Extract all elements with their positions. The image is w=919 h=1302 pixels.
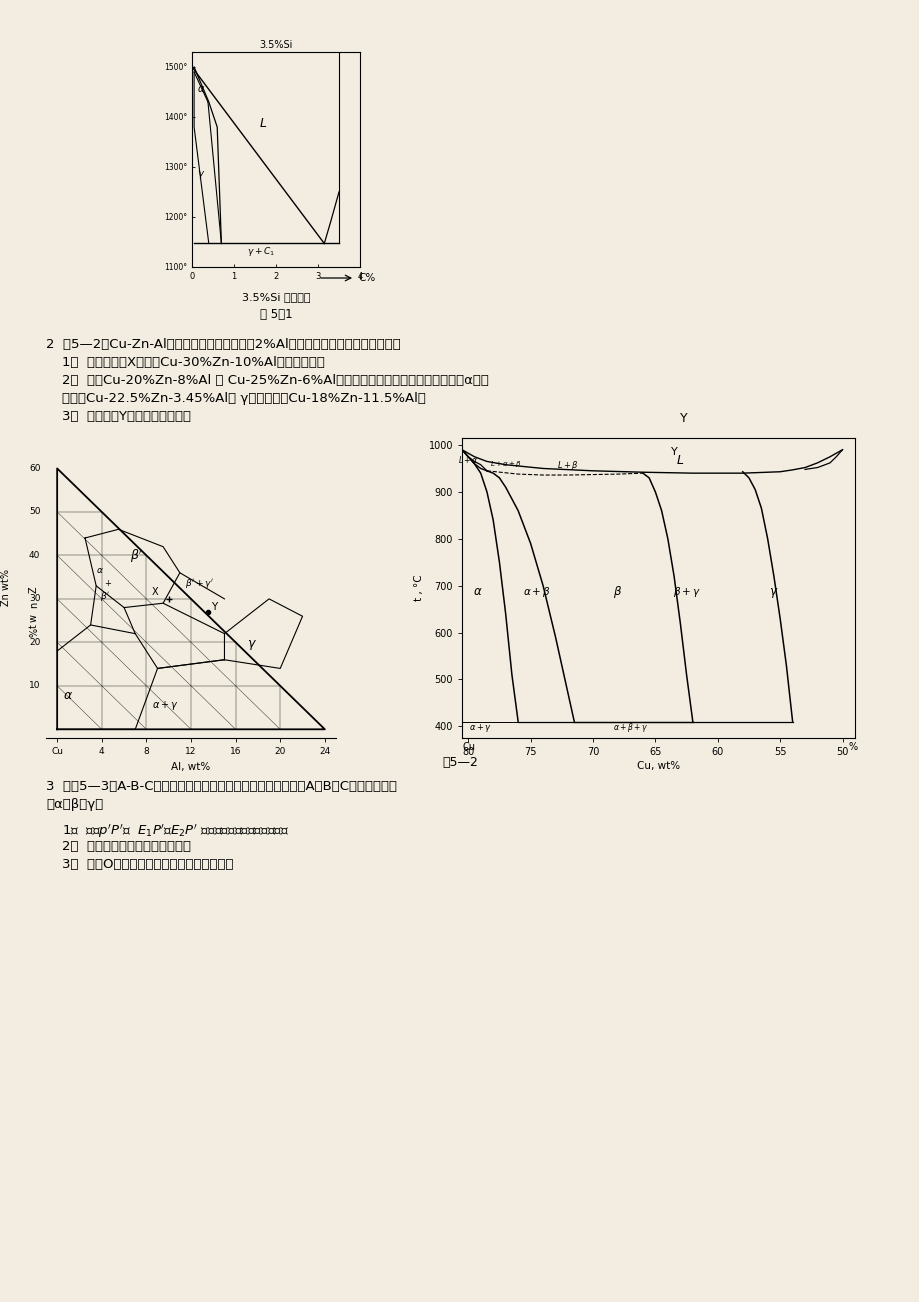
Text: 图5—2: 图5—2 bbox=[442, 756, 477, 769]
Text: 3.5%Si 垂直截面: 3.5%Si 垂直截面 bbox=[242, 292, 310, 302]
Text: $\gamma$: $\gamma$ bbox=[197, 169, 205, 181]
Text: 3  如图5—3是A-B-C三元系合金凝固时各相区，界面的投影图，A、B、C分别形成固溶: 3 如图5—3是A-B-C三元系合金凝固时各相区，界面的投影图，A、B、C分别形… bbox=[46, 780, 397, 793]
Text: 1）  写出$\it{p'P'}$，  $\it{E_1P'}$和$\it{E_2P'}$ 单变量线的三相平衡反应式。: 1） 写出$\it{p'P'}$， $\it{E_1P'}$和$\it{E_2P… bbox=[62, 822, 289, 840]
Text: Y: Y bbox=[670, 448, 676, 457]
Text: $L$: $L$ bbox=[259, 117, 267, 130]
Text: $\alpha$: $\alpha$ bbox=[96, 566, 104, 574]
Text: Cu: Cu bbox=[462, 742, 475, 753]
Text: C%: C% bbox=[357, 273, 375, 283]
Text: $\alpha$: $\alpha$ bbox=[62, 689, 73, 702]
Text: $\alpha+\beta$: $\alpha+\beta$ bbox=[522, 585, 550, 599]
Text: 3）  说明O合金凝固平衡凝固所发生的相变。: 3） 说明O合金凝固平衡凝固所发生的相变。 bbox=[62, 858, 233, 871]
Text: t: t bbox=[29, 624, 39, 628]
Y-axis label: Zn wt%: Zn wt% bbox=[1, 569, 11, 607]
X-axis label: Cu, wt%: Cu, wt% bbox=[636, 762, 679, 771]
Text: n: n bbox=[29, 602, 39, 608]
Text: $L+\alpha$: $L+\alpha$ bbox=[458, 454, 478, 465]
Text: $\alpha+\beta+\gamma$: $\alpha+\beta+\gamma$ bbox=[612, 720, 648, 733]
Text: $\alpha+\gamma$: $\alpha+\gamma$ bbox=[469, 721, 492, 733]
Text: Z: Z bbox=[29, 587, 39, 594]
Text: 2）  写出图中的四相平衡反应式。: 2） 写出图中的四相平衡反应式。 bbox=[62, 840, 191, 853]
Text: $\alpha$: $\alpha$ bbox=[197, 85, 205, 94]
Text: 40: 40 bbox=[29, 551, 40, 560]
Text: $\beta$: $\beta$ bbox=[613, 585, 622, 600]
Text: $\alpha$: $\alpha$ bbox=[473, 585, 482, 598]
Text: $\beta+\gamma$: $\beta+\gamma$ bbox=[672, 585, 699, 599]
Text: $\beta'$: $\beta'$ bbox=[99, 590, 109, 603]
Text: 30: 30 bbox=[28, 595, 40, 603]
Text: $\gamma$: $\gamma$ bbox=[768, 586, 777, 600]
Text: 图 5－1: 图 5－1 bbox=[259, 309, 292, 322]
Text: 60: 60 bbox=[28, 464, 40, 473]
Text: $\gamma$: $\gamma$ bbox=[246, 638, 256, 652]
Text: $\beta'+\gamma'$: $\beta'+\gamma'$ bbox=[186, 577, 214, 590]
Text: $+$: $+$ bbox=[104, 578, 112, 587]
Text: 分点为Cu-22.5%Zn-3.45%Al， γ相成分点为Cu-18%Zn-11.5%Al。: 分点为Cu-22.5%Zn-3.45%Al， γ相成分点为Cu-18%Zn-11… bbox=[62, 392, 425, 405]
Text: 10: 10 bbox=[28, 681, 40, 690]
Text: 20: 20 bbox=[29, 638, 40, 647]
Text: 1）  在图中标出X合金（Cu-30%Zn-10%Al）的成分点。: 1） 在图中标出X合金（Cu-30%Zn-10%Al）的成分点。 bbox=[62, 355, 324, 368]
Text: %: % bbox=[848, 742, 857, 753]
Text: 2  图5—2为Cu-Zn-Al合金室温下的等温截面和2%Al的垂直截面图，回答下列问题：: 2 图5—2为Cu-Zn-Al合金室温下的等温截面和2%Al的垂直截面图，回答下… bbox=[46, 339, 401, 352]
Text: %: % bbox=[29, 628, 39, 637]
Y-axis label: t , °C: t , °C bbox=[414, 574, 424, 602]
Text: 2）  计算Cu-20%Zn-8%Al 和 Cu-25%Zn-6%Al合金中室温下各相的百分含量，其中α相成: 2） 计算Cu-20%Zn-8%Al 和 Cu-25%Zn-6%Al合金中室温下… bbox=[62, 374, 488, 387]
Text: 体α、β、γ。: 体α、β、γ。 bbox=[46, 798, 103, 811]
Text: $\alpha+\gamma$: $\alpha+\gamma$ bbox=[152, 699, 178, 712]
Text: X: X bbox=[152, 586, 158, 596]
Text: Y: Y bbox=[210, 602, 217, 612]
Text: $L+\beta$: $L+\beta$ bbox=[556, 460, 578, 473]
Text: 3）  分析图中Y合金的凝固过程。: 3） 分析图中Y合金的凝固过程。 bbox=[62, 410, 191, 423]
Text: w: w bbox=[29, 615, 39, 622]
Text: Y: Y bbox=[679, 411, 686, 424]
Text: $\beta'$: $\beta'$ bbox=[130, 547, 142, 565]
Text: $L$: $L$ bbox=[675, 454, 684, 467]
Text: 50: 50 bbox=[28, 508, 40, 517]
Text: $L+\alpha+\beta$: $L+\alpha+\beta$ bbox=[489, 460, 521, 469]
Text: $\gamma+C_1$: $\gamma+C_1$ bbox=[246, 246, 275, 259]
X-axis label: Al, wt%: Al, wt% bbox=[171, 762, 210, 772]
Title: 3.5%Si: 3.5%Si bbox=[259, 40, 292, 49]
